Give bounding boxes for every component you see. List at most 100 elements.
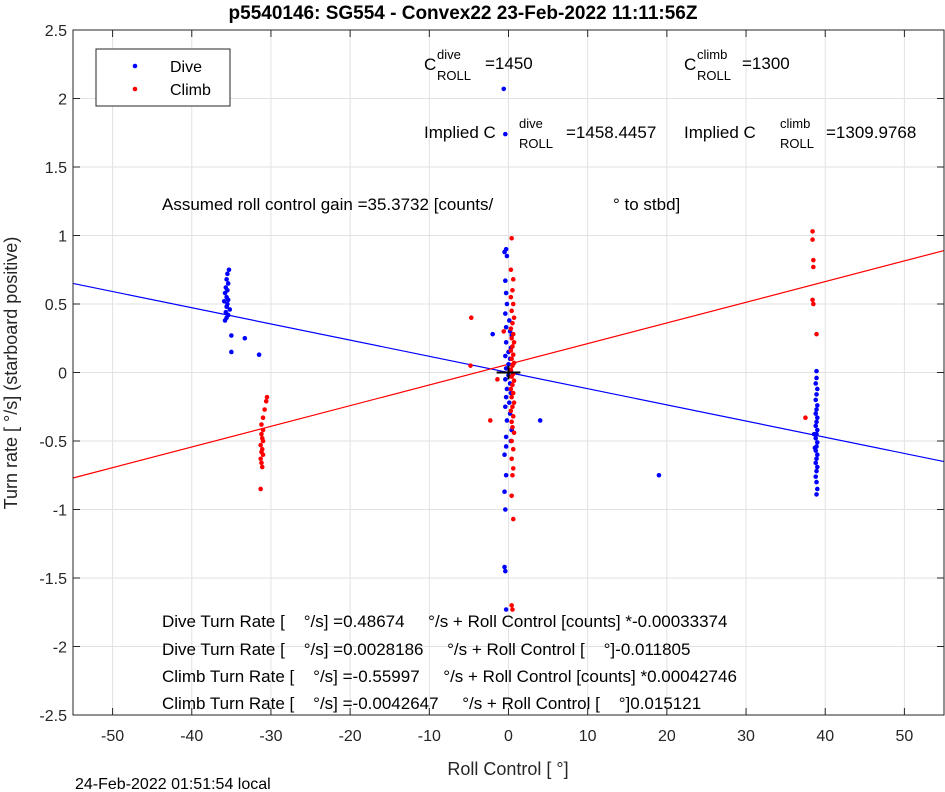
x-tick-label: 0 <box>504 728 513 745</box>
climb-point <box>511 315 517 321</box>
dive-point <box>503 404 508 410</box>
dive-point <box>815 452 820 458</box>
x-axis-label: Roll Control [ °] <box>447 759 568 779</box>
climb-point <box>803 415 808 421</box>
dive-point <box>502 249 507 255</box>
c-dive-base: C <box>424 55 436 74</box>
c-climb-sub: ROLL <box>697 68 731 83</box>
dive-point <box>502 564 507 570</box>
y-tick-label: -2.5 <box>39 708 67 725</box>
climb-point <box>259 431 264 437</box>
climb-point <box>259 460 264 466</box>
climb-point <box>260 438 266 444</box>
x-tick-label: 40 <box>816 728 834 745</box>
dive-point <box>224 304 229 310</box>
dive-point <box>814 407 819 412</box>
climb-point <box>509 456 514 462</box>
dive-point <box>656 472 662 478</box>
dive-point <box>503 607 509 612</box>
implied-dive-value: =1458.4457 <box>566 123 656 142</box>
dive-point <box>814 468 819 474</box>
climb-point <box>509 493 514 499</box>
climb-point <box>501 329 507 334</box>
climb-point <box>260 415 266 421</box>
climb-point <box>508 386 514 392</box>
dive-point <box>225 281 231 286</box>
equation-dive-degrees: Dive Turn Rate [ °/s] =0.0028186 °/s + R… <box>162 640 690 659</box>
climb-point <box>509 374 514 379</box>
dive-point <box>224 277 229 282</box>
equation-climb-degrees: Climb Turn Rate [ °/s] =-0.0042647 °/s +… <box>162 694 701 713</box>
climb-point <box>511 400 517 405</box>
x-tick-label: 20 <box>658 728 676 745</box>
x-tick-label: -20 <box>339 728 362 745</box>
climb-point <box>260 427 266 433</box>
c-dive-sub: ROLL <box>437 68 471 83</box>
climb-point <box>811 257 816 263</box>
dive-point <box>490 331 495 337</box>
climb-point <box>508 294 514 300</box>
dive-point <box>502 489 507 494</box>
dive-point <box>503 377 508 382</box>
climb-point <box>263 398 269 404</box>
c-climb-value: =1300 <box>742 54 790 73</box>
climb-point <box>511 340 517 345</box>
equation-climb-counts: Climb Turn Rate [ °/s] =-0.55997 °/s + R… <box>162 667 737 686</box>
tick-labels: -50 -40 -30 -20 -10 0 10 20 30 40 50-2.5-2-1.5-1-0… <box>39 23 913 745</box>
y-tick-label: 1 <box>58 229 67 246</box>
climb-point <box>510 607 515 612</box>
x-tick-label: -40 <box>180 728 203 745</box>
climb-point <box>510 277 516 282</box>
dive-point <box>814 479 819 485</box>
climb-point <box>511 378 517 384</box>
implied-climb-sub: ROLL <box>780 136 814 151</box>
gain-unit: ° to stbd] <box>613 195 680 214</box>
dive-point <box>815 427 820 433</box>
climb-point <box>510 331 516 337</box>
climb-point <box>509 308 514 314</box>
implied-dive-prefix: Implied C <box>424 123 496 142</box>
dive-point <box>504 301 510 307</box>
climb-point <box>509 394 514 400</box>
footer-timestamp: 24-Feb-2022 01:51:54 local <box>75 776 271 792</box>
dive-point <box>814 375 819 381</box>
climb-point <box>260 452 266 458</box>
ticks <box>73 29 944 716</box>
x-tick-label: -50 <box>101 728 124 745</box>
dive-point <box>503 434 509 440</box>
climb-point <box>258 442 263 448</box>
climb-point <box>811 301 816 307</box>
climb-point <box>810 237 815 242</box>
climb-point <box>487 418 493 423</box>
dive-point <box>537 418 543 423</box>
implied-dive-sup: dive <box>519 116 543 131</box>
dive-point <box>503 278 508 284</box>
c-climb-sup: climb <box>697 47 727 62</box>
dive-point <box>503 444 509 449</box>
climb-point <box>509 419 514 425</box>
dive-point <box>222 318 228 323</box>
climb-point <box>510 363 515 368</box>
climb-point <box>259 464 265 470</box>
dive-point <box>226 267 232 273</box>
climb-point <box>468 363 473 368</box>
climb-point <box>510 404 515 410</box>
dive-point <box>503 353 508 359</box>
x-tick-label: 10 <box>579 728 597 745</box>
climb-point <box>508 326 514 331</box>
chart-title: p5540146: SG554 - Convex22 23-Feb-2022 1… <box>229 3 698 24</box>
dive-point <box>813 381 819 386</box>
y-tick-label: -1 <box>53 503 67 520</box>
climb-point <box>508 348 514 353</box>
equation-dive-counts: Dive Turn Rate [ °/s] =0.48674 °/s + Rol… <box>162 612 727 631</box>
dive-point <box>506 361 511 367</box>
dive-point <box>814 368 819 374</box>
dive-point <box>503 366 509 371</box>
dive-point <box>814 456 819 462</box>
climb-point <box>510 516 516 522</box>
dive-point <box>814 492 819 497</box>
dive-point <box>227 307 233 312</box>
dive-point <box>815 403 820 408</box>
dive-point <box>811 431 817 437</box>
climb-point <box>509 235 514 241</box>
